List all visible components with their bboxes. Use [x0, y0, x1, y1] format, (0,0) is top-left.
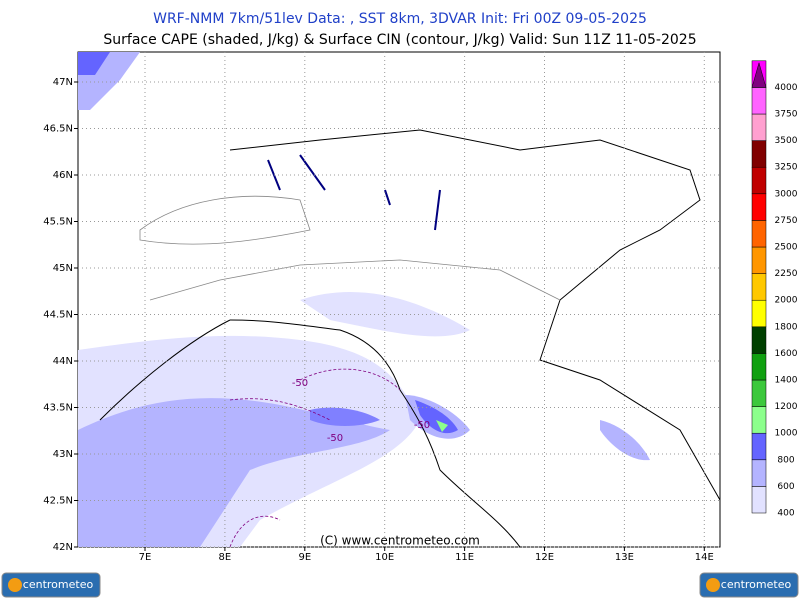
title: WRF-NMM 7km/51lev Data: , SST 8km, 3DVAR… — [153, 11, 647, 27]
lon-label: 10E — [375, 552, 394, 563]
legend-swatch — [751, 193, 767, 221]
legend-label: 2750 — [775, 216, 798, 226]
legend-swatch — [751, 87, 767, 115]
lon-label: 11E — [455, 552, 474, 563]
contour-label: -50 — [414, 420, 430, 431]
lat-label: 44N — [53, 356, 73, 367]
legend-swatch — [751, 273, 767, 301]
legend-swatch — [751, 353, 767, 381]
logo-left[interactable]: centrometeo — [1, 572, 101, 598]
lon-label: 9E — [298, 552, 311, 563]
legend-swatch — [751, 113, 767, 141]
legend-label: 1200 — [775, 402, 798, 412]
legend-label: 3250 — [775, 163, 798, 173]
legend-swatch — [751, 326, 767, 354]
map: 47N 46.5N 46N 45.5N 45N 44.5N 44N 43.5N 43N 42.5N… — [43, 51, 721, 563]
lat-label: 42N — [53, 542, 73, 553]
legend-label: 1000 — [775, 429, 798, 439]
lat-label: 43.5N — [43, 403, 73, 414]
legend-label: 2250 — [775, 269, 798, 279]
legend: 400 600 800 1000 1200 1400 1600 1800 2000 2250 250… — [751, 60, 798, 519]
lat-label: 44.5N — [43, 310, 73, 321]
legend-label: 2000 — [775, 296, 798, 306]
lat-label: 47N — [53, 77, 73, 88]
legend-label: 1400 — [775, 376, 798, 386]
legend-label: 3750 — [775, 110, 798, 120]
contour-label: -50 — [327, 433, 343, 444]
legend-swatch — [751, 432, 767, 461]
legend-label: 600 — [777, 482, 794, 492]
lat-label: 43N — [53, 449, 73, 460]
legend-swatch — [751, 220, 767, 248]
lon-label: 8E — [219, 552, 232, 563]
legend-label: 4000 — [775, 83, 798, 93]
lon-label: 14E — [695, 552, 714, 563]
lat-label: 45N — [53, 263, 73, 274]
logo-right[interactable]: centrometeo — [699, 572, 799, 598]
legend-swatch — [751, 486, 767, 514]
lon-label: 13E — [615, 552, 634, 563]
legend-label: 3500 — [775, 136, 798, 146]
legend-label: 1600 — [775, 349, 798, 359]
legend-label: 800 — [777, 455, 794, 465]
copyright: (C) www.centrometeo.com — [320, 534, 480, 548]
legend-swatch — [751, 406, 767, 434]
lat-label: 42.5N — [43, 496, 73, 507]
legend-swatch — [751, 299, 767, 328]
legend-label: 3000 — [775, 189, 798, 199]
logo-text: centrometeo — [23, 578, 94, 591]
lat-label: 46N — [53, 170, 73, 181]
contour-label: -50 — [292, 378, 308, 389]
legend-swatch — [751, 140, 767, 168]
legend-swatch — [751, 246, 767, 274]
subtitle: Surface CAPE (shaded, J/kg) & Surface CI… — [103, 32, 696, 48]
legend-top — [751, 61, 767, 88]
legend-label: 1800 — [775, 322, 798, 332]
legend-swatch — [751, 166, 767, 195]
lon-label: 12E — [535, 552, 554, 563]
legend-label: 2500 — [775, 243, 798, 253]
lon-label: 7E — [139, 552, 152, 563]
logo-text: centrometeo — [721, 578, 792, 591]
legend-swatch — [751, 459, 767, 487]
legend-swatch — [751, 379, 767, 407]
legend-label: 400 — [777, 509, 794, 519]
lat-label: 46.5N — [43, 124, 73, 135]
lat-label: 45.5N — [43, 217, 73, 228]
